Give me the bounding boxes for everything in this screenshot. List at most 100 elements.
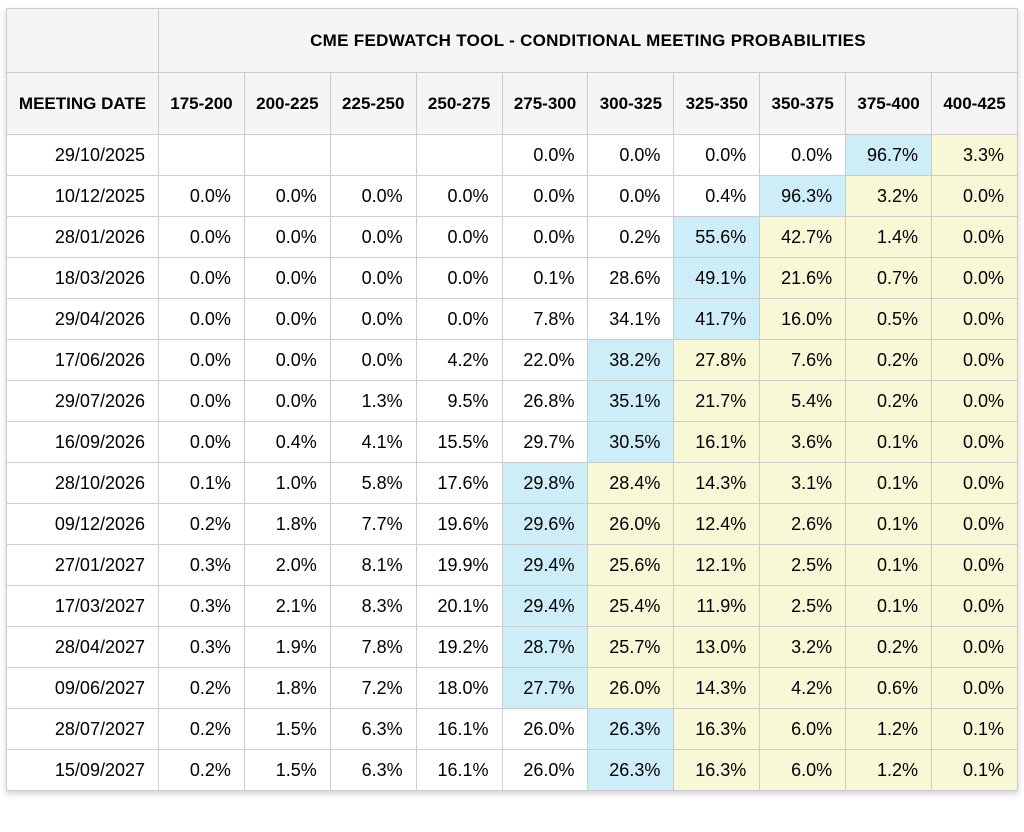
table-row: 17/06/2026 0.0% 0.0% 0.0% 4.2% 22.0% 38.2% 27.8… (6, 339, 1018, 381)
probability-cell: 17.6% (415, 462, 503, 504)
probability-cell: 26.3% (587, 749, 675, 791)
rate-column-header: 375-400 (845, 72, 933, 135)
probability-cell: 16.3% (673, 708, 761, 750)
probability-cell: 0.0% (587, 175, 675, 217)
probability-cell: 0.0% (243, 175, 331, 217)
meeting-date-cell: 27/01/2027 (6, 544, 159, 586)
probability-cell: 0.0% (158, 421, 245, 463)
probability-cell: 0.0% (243, 298, 331, 340)
table-row: 16/09/2026 0.0% 0.4% 4.1% 15.5% 29.7% 30.5% 16.… (6, 421, 1018, 463)
probability-cell: 6.0% (759, 749, 847, 791)
probability-cell: 26.3% (587, 708, 675, 750)
table-row: 28/04/2027 0.3% 1.9% 7.8% 19.2% 28.7% 25.7% 13.… (6, 626, 1018, 668)
probability-cell: 0.0% (931, 462, 1018, 504)
probability-cell: 3.3% (931, 134, 1018, 176)
probability-cell: 0.1% (845, 421, 933, 463)
probability-cell: 0.2% (158, 667, 245, 709)
probability-cell: 12.4% (673, 503, 761, 545)
probability-cell: 25.4% (587, 585, 675, 627)
meeting-date-cell: 17/03/2027 (6, 585, 159, 627)
probability-cell (415, 134, 503, 176)
probability-cell: 0.4% (243, 421, 331, 463)
probability-cell: 0.0% (931, 339, 1018, 381)
probability-cell: 0.1% (931, 749, 1018, 791)
probability-cell: 0.0% (931, 421, 1018, 463)
table-row: 28/01/2026 0.0% 0.0% 0.0% 0.0% 0.0% 0.2% 55.6% 4… (6, 216, 1018, 258)
probability-cell: 0.3% (158, 585, 245, 627)
probability-cell: 0.2% (158, 503, 245, 545)
rate-column-header: 275-300 (501, 72, 589, 135)
probability-cell: 0.3% (158, 626, 245, 668)
meeting-date-cell: 29/07/2026 (6, 380, 159, 422)
probability-cell: 0.1% (845, 544, 933, 586)
probability-cell: 0.2% (587, 216, 675, 258)
table-row: 09/12/2026 0.2% 1.8% 7.7% 19.6% 29.6% 26.0% 12.… (6, 503, 1018, 545)
probability-cell: 29.6% (501, 503, 589, 545)
probability-cell: 1.5% (243, 749, 331, 791)
probability-cell: 38.2% (587, 339, 675, 381)
probability-cell: 0.0% (931, 175, 1018, 217)
probability-cell: 0.5% (845, 298, 933, 340)
meeting-date-cell: 28/01/2026 (6, 216, 159, 258)
table-row: 10/12/2025 0.0% 0.0% 0.0% 0.0% 0.0% 0.0% 0.4% 96… (6, 175, 1018, 217)
probability-cell: 25.7% (587, 626, 675, 668)
probability-cell (329, 134, 417, 176)
probability-cell: 18.0% (415, 667, 503, 709)
probability-cell: 3.1% (759, 462, 847, 504)
probability-cell: 7.8% (329, 626, 417, 668)
probability-cell: 28.6% (587, 257, 675, 299)
meeting-date-cell: 29/10/2025 (6, 134, 159, 176)
table-row: 28/10/2026 0.1% 1.0% 5.8% 17.6% 29.8% 28.4% 14.… (6, 462, 1018, 504)
probability-cell: 1.2% (845, 749, 933, 791)
probability-cell: 29.8% (501, 462, 589, 504)
rate-column-header: 250-275 (415, 72, 503, 135)
probability-cell: 26.0% (587, 667, 675, 709)
probability-cell: 0.0% (158, 216, 245, 258)
probability-cell: 26.0% (587, 503, 675, 545)
table-row: 29/10/2025 0.0% 0.0% 0.0% 0.0% 96.7% 3.3% (6, 134, 1018, 176)
probability-cell: 0.0% (931, 585, 1018, 627)
meeting-date-cell: 15/09/2027 (6, 749, 159, 791)
probability-cell: 1.5% (243, 708, 331, 750)
meeting-date-cell: 09/06/2027 (6, 667, 159, 709)
column-header-row: MEETING DATE 175-200 200-225 225-250 250-27… (6, 72, 1018, 135)
probability-cell: 0.1% (931, 708, 1018, 750)
probability-cell: 0.2% (845, 626, 933, 668)
probability-cell: 1.3% (329, 380, 417, 422)
rate-column-header: 400-425 (931, 72, 1018, 135)
probability-cell: 28.4% (587, 462, 675, 504)
probability-cell: 0.0% (931, 503, 1018, 545)
probability-cell: 0.2% (158, 749, 245, 791)
table-title: CME FEDWATCH TOOL - CONDITIONAL MEETING … (158, 8, 1018, 73)
probability-cell: 0.2% (845, 380, 933, 422)
probability-cell: 2.0% (243, 544, 331, 586)
probability-cell: 0.0% (931, 626, 1018, 668)
probability-cell: 0.0% (415, 257, 503, 299)
probability-cell: 96.7% (845, 134, 933, 176)
probability-cell: 0.0% (243, 380, 331, 422)
probability-cell: 5.8% (329, 462, 417, 504)
probability-cell: 9.5% (415, 380, 503, 422)
probability-cell: 0.1% (845, 585, 933, 627)
probability-cell: 0.0% (243, 257, 331, 299)
table-row: 17/03/2027 0.3% 2.1% 8.3% 20.1% 29.4% 25.4% 11.… (6, 585, 1018, 627)
probability-cell: 1.8% (243, 667, 331, 709)
probability-cell: 0.0% (501, 134, 589, 176)
probability-cell: 49.1% (673, 257, 761, 299)
probability-cell: 29.7% (501, 421, 589, 463)
table-row: 15/09/2027 0.2% 1.5% 6.3% 16.1% 26.0% 26.3% 16.… (6, 749, 1018, 791)
probability-cell: 35.1% (587, 380, 675, 422)
meeting-date-cell: 17/06/2026 (6, 339, 159, 381)
probability-cell: 41.7% (673, 298, 761, 340)
probability-cell: 26.0% (501, 749, 589, 791)
probability-cell: 19.6% (415, 503, 503, 545)
probability-cell: 15.5% (415, 421, 503, 463)
meeting-date-cell: 28/07/2027 (6, 708, 159, 750)
probability-cell: 8.1% (329, 544, 417, 586)
probability-cell: 3.2% (759, 626, 847, 668)
probability-cell: 7.7% (329, 503, 417, 545)
probability-cell: 7.6% (759, 339, 847, 381)
probability-cell: 0.0% (158, 175, 245, 217)
probability-cell: 30.5% (587, 421, 675, 463)
